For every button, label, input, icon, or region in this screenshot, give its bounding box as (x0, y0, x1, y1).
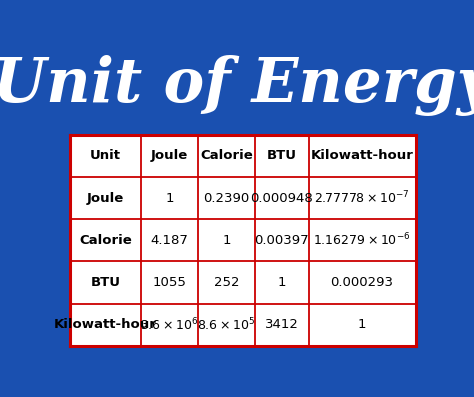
Bar (70, 135, 416, 346)
Text: 0.000293: 0.000293 (330, 276, 393, 289)
Text: $3.6 \times 10^{6}$: $3.6 \times 10^{6}$ (140, 316, 199, 333)
Text: 4.187: 4.187 (151, 234, 189, 247)
Text: BTU: BTU (267, 149, 297, 162)
Text: $8.6 \times 10^{5}$: $8.6 \times 10^{5}$ (198, 316, 255, 333)
Text: Unit of Energy: Unit of Energy (0, 55, 474, 116)
Text: 1: 1 (222, 234, 231, 247)
Text: 3412: 3412 (265, 318, 299, 331)
Text: $2.77778 \times 10^{-7}$: $2.77778 \times 10^{-7}$ (314, 190, 410, 206)
Text: Calorie: Calorie (200, 149, 253, 162)
Text: $1.16279 \times 10^{-6}$: $1.16279 \times 10^{-6}$ (313, 232, 411, 249)
Text: 252: 252 (214, 276, 239, 289)
Text: 0.000948: 0.000948 (250, 191, 313, 204)
Text: 1: 1 (277, 276, 286, 289)
Text: 0.00397: 0.00397 (255, 234, 309, 247)
Text: 1: 1 (165, 191, 174, 204)
Text: Joule: Joule (87, 191, 124, 204)
Text: Kilowatt-hour: Kilowatt-hour (310, 149, 413, 162)
Text: Calorie: Calorie (79, 234, 132, 247)
Text: BTU: BTU (91, 276, 121, 289)
Text: 0.2390: 0.2390 (203, 191, 250, 204)
Text: 1: 1 (358, 318, 366, 331)
Text: Unit: Unit (90, 149, 121, 162)
Text: Joule: Joule (151, 149, 188, 162)
Text: Kilowatt-hour: Kilowatt-hour (54, 318, 157, 331)
Text: 1055: 1055 (153, 276, 186, 289)
